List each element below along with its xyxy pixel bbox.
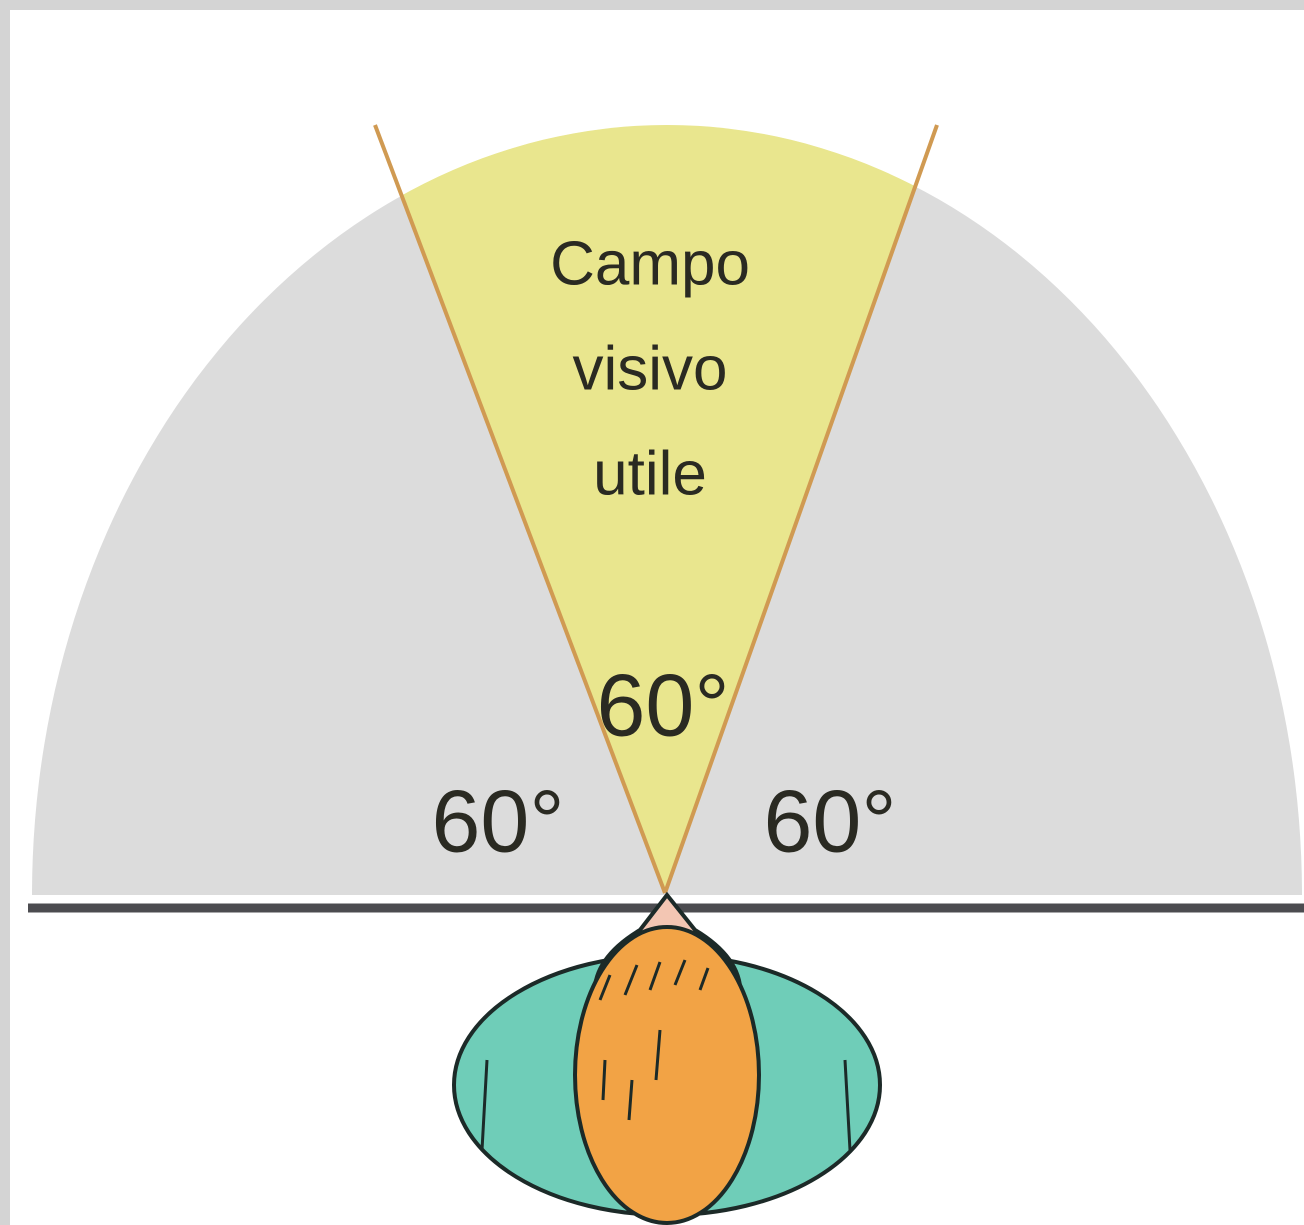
field-label: visivo [572,334,727,403]
angle-label: 60° [431,771,564,870]
field-label: Campo [550,229,750,298]
frame-top [0,0,1304,10]
angle-label: 60° [596,655,729,754]
angle-label: 60° [763,771,896,870]
page: Campo visivo utile 60° 60° 60° (() => { … [0,0,1304,1225]
field-label: utile [593,439,707,508]
diagram: Campo visivo utile 60° 60° 60° [0,0,1304,1225]
frame-left [0,0,10,1225]
head-top [575,927,759,1223]
